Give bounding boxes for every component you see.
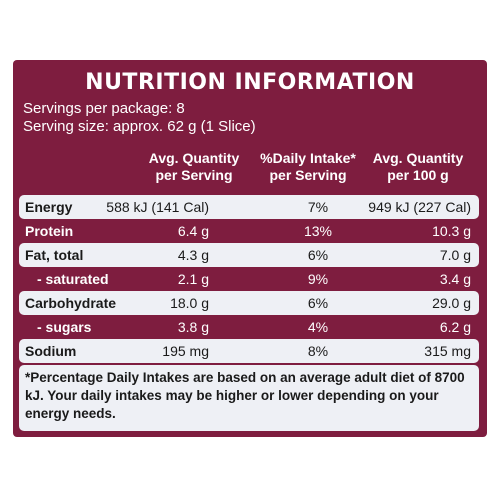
row-label: Sodium: [25, 343, 77, 359]
cell-daily-intake: 9%: [307, 271, 329, 287]
cell-daily-intake: 13%: [303, 223, 333, 239]
cell-daily-intake: 8%: [307, 343, 329, 359]
column-header-daily-intake: %Daily Intake* per Serving: [253, 150, 363, 184]
row-label: - saturated: [37, 271, 109, 287]
cell-daily-intake: 4%: [307, 319, 329, 335]
cell-per-serving: 6.4 g: [177, 223, 209, 239]
column-header-per-serving: Avg. Quantity per Serving: [139, 150, 249, 184]
row-label: Protein: [25, 223, 74, 239]
cell-per-100g: 949 kJ (227 Cal): [368, 199, 471, 215]
table-row-protein: Protein 6.4 g 13% 10.3 g: [19, 219, 479, 243]
column-header-line: Avg. Quantity: [148, 150, 240, 166]
servings-per-package: Servings per package: 8: [23, 100, 185, 117]
cell-per-100g: 29.0 g: [432, 295, 471, 311]
column-header-line: Avg. Quantity: [372, 150, 464, 166]
column-header-line: %Daily Intake*: [260, 150, 356, 166]
daily-intake-footnote: *Percentage Daily Intakes are based on a…: [19, 365, 479, 431]
cell-per-100g: 7.0 g: [439, 247, 471, 263]
row-label: - sugars: [37, 319, 92, 335]
cell-per-serving: 4.3 g: [177, 247, 209, 263]
cell-daily-intake: 6%: [307, 247, 329, 263]
serving-size: Serving size: approx. 62 g (1 Slice): [23, 118, 256, 135]
row-label: Energy: [25, 199, 73, 215]
cell-per-serving: 195 mg: [162, 343, 209, 359]
row-label: Fat, total: [25, 247, 84, 263]
cell-per-100g: 6.2 g: [439, 319, 471, 335]
cell-daily-intake: 7%: [307, 199, 329, 215]
cell-per-100g: 10.3 g: [432, 223, 471, 239]
column-header-line: per 100 g: [387, 167, 449, 183]
cell-per-100g: 315 mg: [424, 343, 471, 359]
panel-title: NUTRITION INFORMATION: [85, 70, 415, 95]
nutrition-panel: NUTRITION INFORMATION Servings per packa…: [13, 60, 487, 437]
cell-daily-intake: 6%: [307, 295, 329, 311]
column-header-line: per Serving: [155, 167, 233, 183]
cell-per-serving: 18.0 g: [170, 295, 209, 311]
table-row-energy: Energy 588 kJ (141 Cal) 7% 949 kJ (227 C…: [19, 195, 479, 219]
table-row-saturated: - saturated 2.1 g 9% 3.4 g: [19, 267, 479, 291]
column-header-per-100g: Avg. Quantity per 100 g: [363, 150, 473, 184]
cell-per-serving: 588 kJ (141 Cal): [106, 199, 209, 215]
cell-per-100g: 3.4 g: [439, 271, 471, 287]
table-row-sugars: - sugars 3.8 g 4% 6.2 g: [19, 315, 479, 339]
column-header-line: per Serving: [269, 167, 347, 183]
row-label: Carbohydrate: [25, 295, 117, 311]
table-row-fat-total: Fat, total 4.3 g 6% 7.0 g: [19, 243, 479, 267]
table-row-sodium: Sodium 195 mg 8% 315 mg: [19, 339, 479, 363]
cell-per-serving: 3.8 g: [177, 319, 209, 335]
nutrition-table: Energy 588 kJ (141 Cal) 7% 949 kJ (227 C…: [19, 195, 479, 363]
cell-per-serving: 2.1 g: [177, 271, 209, 287]
table-row-carbohydrate: Carbohydrate 18.0 g 6% 29.0 g: [19, 291, 479, 315]
